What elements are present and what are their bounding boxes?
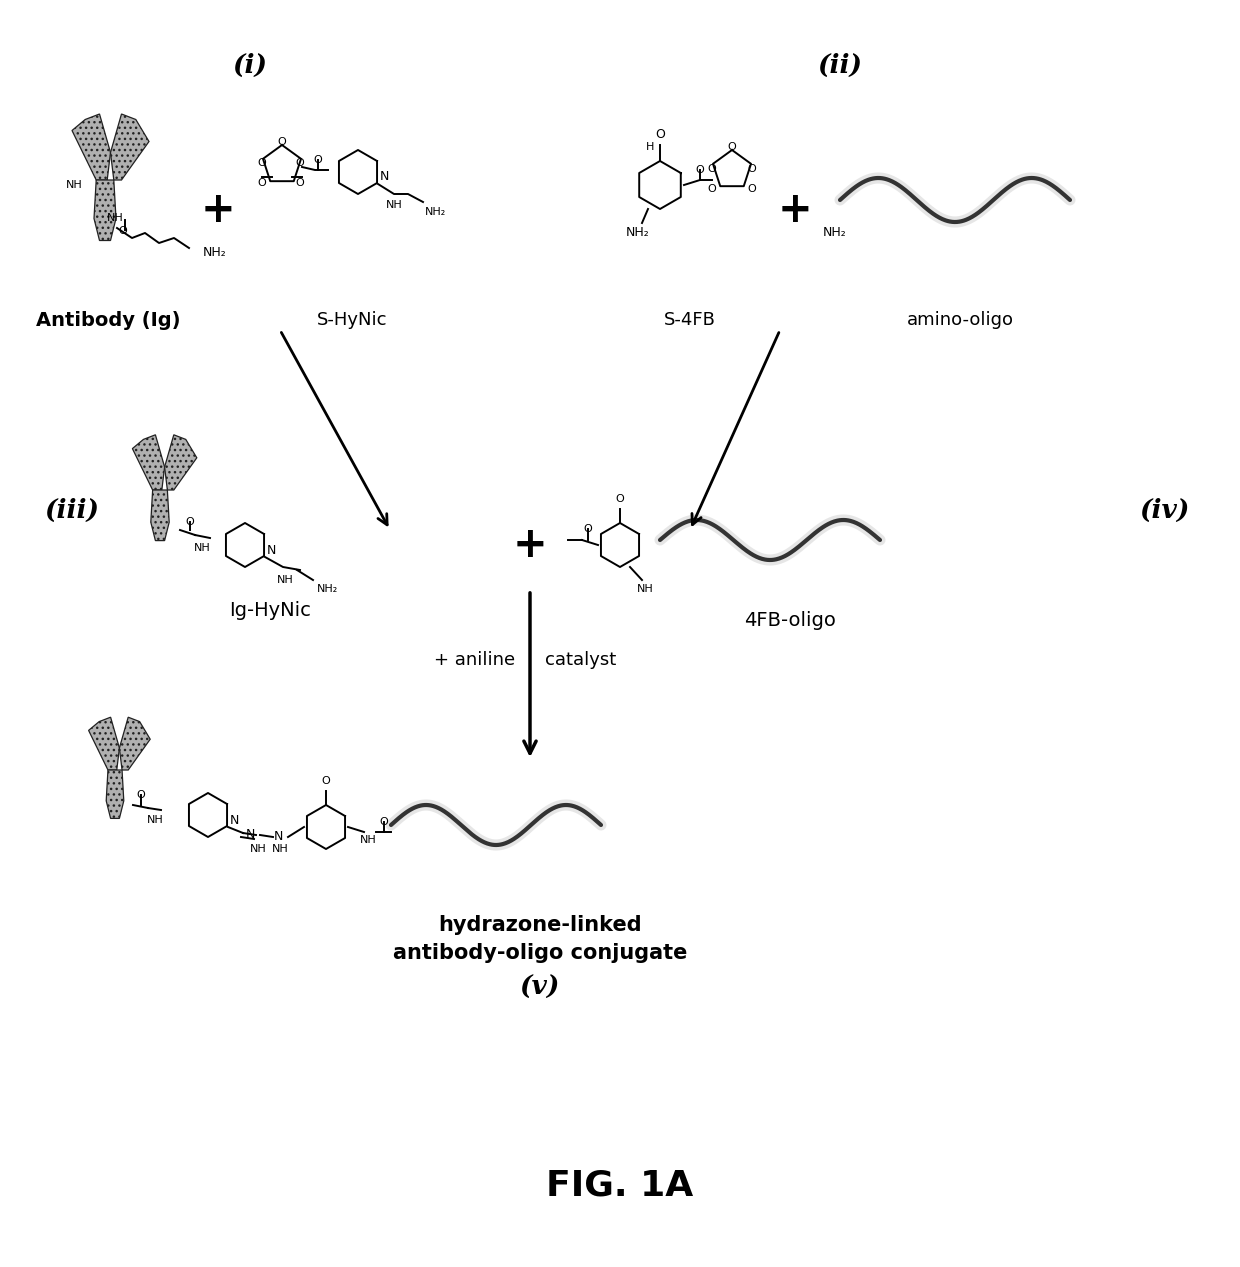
Text: NH: NH	[636, 584, 653, 594]
Text: antibody-oligo conjugate: antibody-oligo conjugate	[393, 943, 687, 963]
Text: 4FB-oligo: 4FB-oligo	[744, 611, 836, 630]
Text: O: O	[314, 155, 322, 165]
Text: +: +	[777, 189, 812, 231]
Text: NH: NH	[193, 544, 211, 552]
Polygon shape	[119, 717, 150, 770]
Text: Antibody (Ig): Antibody (Ig)	[36, 310, 180, 329]
Text: NH₂: NH₂	[823, 226, 847, 238]
Polygon shape	[133, 435, 165, 490]
Text: Ig-HyNic: Ig-HyNic	[229, 601, 311, 620]
Text: N: N	[229, 813, 239, 826]
Text: hydrazone-linked: hydrazone-linked	[438, 915, 642, 935]
Text: (iv): (iv)	[1140, 498, 1190, 522]
Polygon shape	[94, 180, 117, 241]
Polygon shape	[151, 490, 169, 541]
Text: NH: NH	[146, 815, 164, 825]
Text: H: H	[646, 142, 655, 152]
Text: O: O	[748, 163, 756, 174]
Text: NH: NH	[107, 213, 124, 223]
Text: O: O	[728, 142, 737, 152]
Text: FIG. 1A: FIG. 1A	[547, 1168, 693, 1202]
Text: +: +	[201, 189, 236, 231]
Text: amino-oligo: amino-oligo	[906, 310, 1013, 329]
Text: N: N	[246, 829, 254, 841]
Text: (iii): (iii)	[45, 498, 99, 522]
Text: O: O	[136, 791, 145, 799]
Polygon shape	[107, 770, 124, 818]
Text: NH₂: NH₂	[626, 227, 650, 239]
Text: O: O	[615, 494, 625, 504]
Text: O: O	[295, 177, 304, 188]
Text: O: O	[295, 158, 304, 169]
Text: O: O	[584, 525, 593, 533]
Text: S-4FB: S-4FB	[665, 310, 715, 329]
Text: NH₂: NH₂	[425, 207, 446, 217]
Text: N: N	[273, 830, 283, 844]
Text: NH: NH	[249, 844, 267, 854]
Text: NH: NH	[272, 844, 289, 854]
Text: NH: NH	[386, 200, 402, 210]
Text: +: +	[512, 525, 547, 566]
Text: catalyst: catalyst	[546, 651, 616, 669]
Text: O: O	[119, 226, 128, 236]
Text: NH: NH	[360, 835, 377, 845]
Text: O: O	[278, 137, 286, 147]
Text: O: O	[655, 128, 665, 142]
Text: O: O	[696, 165, 704, 175]
Text: N: N	[379, 171, 389, 184]
Text: O: O	[321, 775, 330, 786]
Text: + aniline: + aniline	[434, 651, 515, 669]
Polygon shape	[110, 114, 149, 180]
Polygon shape	[88, 717, 119, 770]
Text: O: O	[379, 817, 388, 827]
Text: N: N	[267, 544, 277, 556]
Text: S-HyNic: S-HyNic	[316, 310, 387, 329]
Text: O: O	[258, 158, 267, 169]
Text: O: O	[258, 177, 267, 188]
Text: O: O	[748, 184, 756, 194]
Text: NH₂: NH₂	[203, 246, 227, 258]
Text: O: O	[186, 517, 195, 527]
Text: (i): (i)	[233, 52, 268, 77]
Text: (ii): (ii)	[817, 52, 863, 77]
Polygon shape	[72, 114, 110, 180]
Text: NH: NH	[66, 180, 83, 190]
Text: NH₂: NH₂	[317, 584, 339, 594]
Text: NH: NH	[277, 575, 294, 585]
Text: (v): (v)	[520, 974, 560, 1000]
Text: O: O	[708, 184, 717, 194]
Polygon shape	[165, 435, 197, 490]
Text: O: O	[708, 163, 717, 174]
